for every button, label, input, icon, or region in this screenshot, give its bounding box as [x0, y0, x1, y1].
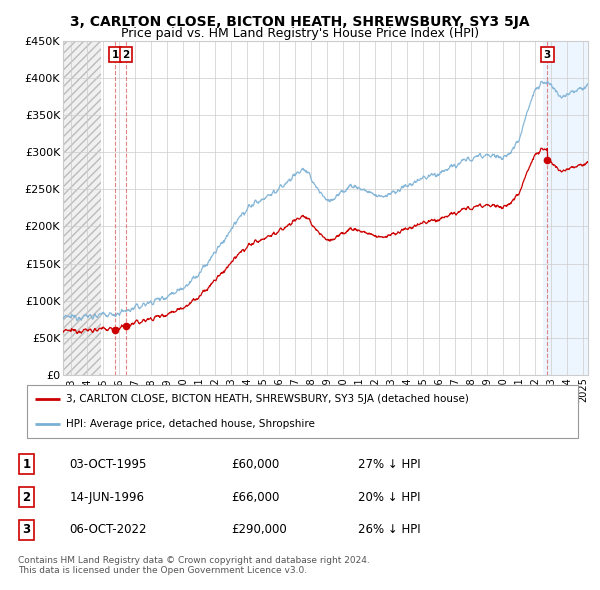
Text: 3: 3: [22, 523, 31, 536]
Text: 14-JUN-1996: 14-JUN-1996: [70, 490, 145, 504]
Text: 3, CARLTON CLOSE, BICTON HEATH, SHREWSBURY, SY3 5JA: 3, CARLTON CLOSE, BICTON HEATH, SHREWSBU…: [70, 15, 530, 29]
Bar: [543, 41, 588, 375]
Text: Contains HM Land Registry data © Crown copyright and database right 2024.
This d: Contains HM Land Registry data © Crown c…: [18, 556, 370, 575]
Text: 1: 1: [22, 458, 31, 471]
Text: 2: 2: [22, 490, 31, 504]
Text: £290,000: £290,000: [231, 523, 287, 536]
Text: 3, CARLTON CLOSE, BICTON HEATH, SHREWSBURY, SY3 5JA (detached house): 3, CARLTON CLOSE, BICTON HEATH, SHREWSBU…: [66, 394, 469, 404]
Text: 27% ↓ HPI: 27% ↓ HPI: [358, 458, 420, 471]
Text: 20% ↓ HPI: 20% ↓ HPI: [358, 490, 420, 504]
Text: £60,000: £60,000: [231, 458, 279, 471]
Bar: [63, 41, 101, 375]
Text: 1: 1: [112, 50, 119, 60]
Text: Price paid vs. HM Land Registry's House Price Index (HPI): Price paid vs. HM Land Registry's House …: [121, 27, 479, 40]
Text: £66,000: £66,000: [231, 490, 279, 504]
Text: 2: 2: [122, 50, 130, 60]
Text: HPI: Average price, detached house, Shropshire: HPI: Average price, detached house, Shro…: [66, 419, 315, 429]
Text: 26% ↓ HPI: 26% ↓ HPI: [358, 523, 420, 536]
Text: 3: 3: [544, 50, 551, 60]
Text: 06-OCT-2022: 06-OCT-2022: [70, 523, 147, 536]
FancyBboxPatch shape: [27, 385, 578, 438]
Text: 03-OCT-1995: 03-OCT-1995: [70, 458, 147, 471]
